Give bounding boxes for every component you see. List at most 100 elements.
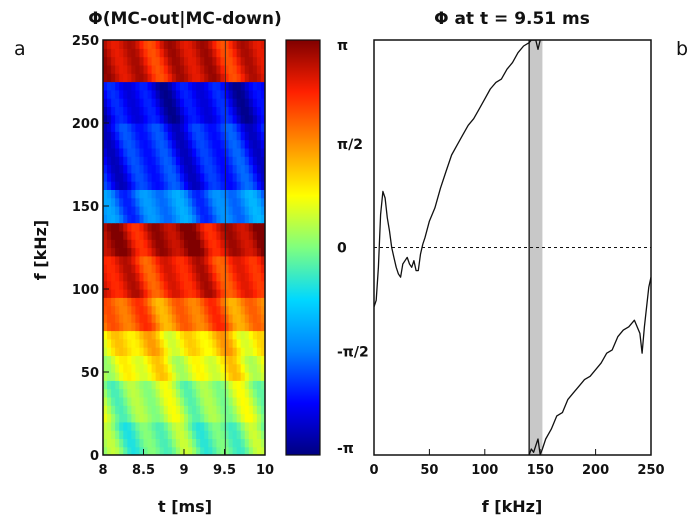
heatmap-cell [127,305,132,315]
heatmap-cell [232,305,238,315]
heatmap-cell [200,264,205,273]
heatmap-cell [188,446,193,455]
heatmap-cell [139,330,145,340]
heatmap-cell [220,430,226,439]
heatmap-cell [184,89,189,99]
heatmap-cell [155,214,161,224]
heatmap-cell [200,172,205,182]
heatmap-cell [147,48,153,58]
heatmap-cell [252,272,258,282]
heatmap-cell [184,355,189,365]
heatmap-cell [151,388,157,398]
heatmap-cell [212,305,217,315]
heatmap-cell [159,338,165,348]
heatmap-cell [127,206,132,215]
heatmap-cell [127,289,132,298]
heatmap-cell [188,230,193,240]
heatmap-cell [143,40,149,49]
heatmap-cell [224,106,230,116]
heatmap-cell [123,272,128,282]
heatmap-cell [248,272,254,282]
heatmap-cell [167,338,173,348]
heatmap-cell [151,56,157,66]
heatmap-cell [123,421,128,431]
heatmap-cell [131,98,136,107]
heatmap-cell [236,305,242,315]
heatmap-cell [119,123,124,132]
heatmap-cell [236,413,242,423]
heatmap-cell [204,280,209,290]
heatmap-cell [240,388,246,398]
heatmap-cell [151,272,157,282]
heatmap-cell [119,355,124,365]
heatmap-cell [147,81,153,91]
heatmap-cell [163,355,169,365]
heatmap-cell [135,421,141,431]
heatmap-cell [111,421,116,431]
heatmap-cell [256,40,262,49]
heatmap-cell [167,73,173,83]
heatmap-cell [248,380,254,390]
heatmap-cell [119,405,124,415]
heatmap-cell [228,347,234,356]
heatmap-cell [151,330,157,340]
heatmap-cell [252,421,258,431]
heatmap-cell [147,131,153,141]
heatmap-cell [139,255,145,265]
heatmap-cell [228,239,234,249]
heatmap-cell [228,413,234,423]
heatmap-cell [240,139,246,149]
heatmap-cell [260,230,265,240]
heatmap-cell [127,322,132,332]
heatmap-cell [252,206,258,215]
heatmap-cell [216,272,222,282]
heatmap-cell [159,421,165,431]
heatmap-cell [171,206,177,215]
heatmap-cell [155,181,161,190]
heatmap-cell [179,156,185,166]
heatmap-cell [103,114,108,124]
heatmap-cell [179,272,185,282]
heatmap-cell [135,313,141,323]
heatmap-cell [240,189,246,199]
heatmap-cell [192,421,197,431]
heatmap-cell [111,164,116,174]
heatmap-cell [107,214,112,224]
heatmap-cell [260,396,265,406]
heatmap-cell [127,106,132,116]
heatmap-cell [200,388,205,398]
heatmap-cell [188,181,193,190]
heatmap-cell [244,255,250,265]
heatmap-cell [119,413,124,423]
heatmap-cell [256,189,262,199]
heatmap-cell [127,81,132,91]
heatmap-cell [236,48,242,58]
heatmap-cell [204,164,209,174]
heatmap-cell [212,289,217,298]
heatmap-cell [175,330,181,340]
heatmap-cell [184,396,189,406]
heatmap-cell [232,355,238,365]
heatmap-cell [163,73,169,83]
heatmap-cell [252,73,258,83]
heatmap-cell [147,156,153,166]
heatmap-cell [107,106,112,116]
heatmap-cell [184,106,189,116]
heatmap-cell [248,64,254,74]
heatmap-cell [252,413,258,423]
heatmap-cell [171,131,177,141]
heatmap-cell [184,330,189,340]
heatmap-cell [196,206,201,215]
heatmap-cell [244,338,250,348]
heatmap-cell [159,189,165,199]
heatmap-cell [260,347,265,356]
heatmap-cell [171,330,177,340]
heatmap-cell [184,206,189,215]
heatmap-cell [115,106,120,116]
heatmap-cell [196,106,201,116]
heatmap-cell [131,230,136,240]
heatmap-cell [224,322,230,332]
heatmap-cell [131,313,136,323]
heatmap-cell [220,322,226,332]
heatmap-cell [115,189,120,199]
